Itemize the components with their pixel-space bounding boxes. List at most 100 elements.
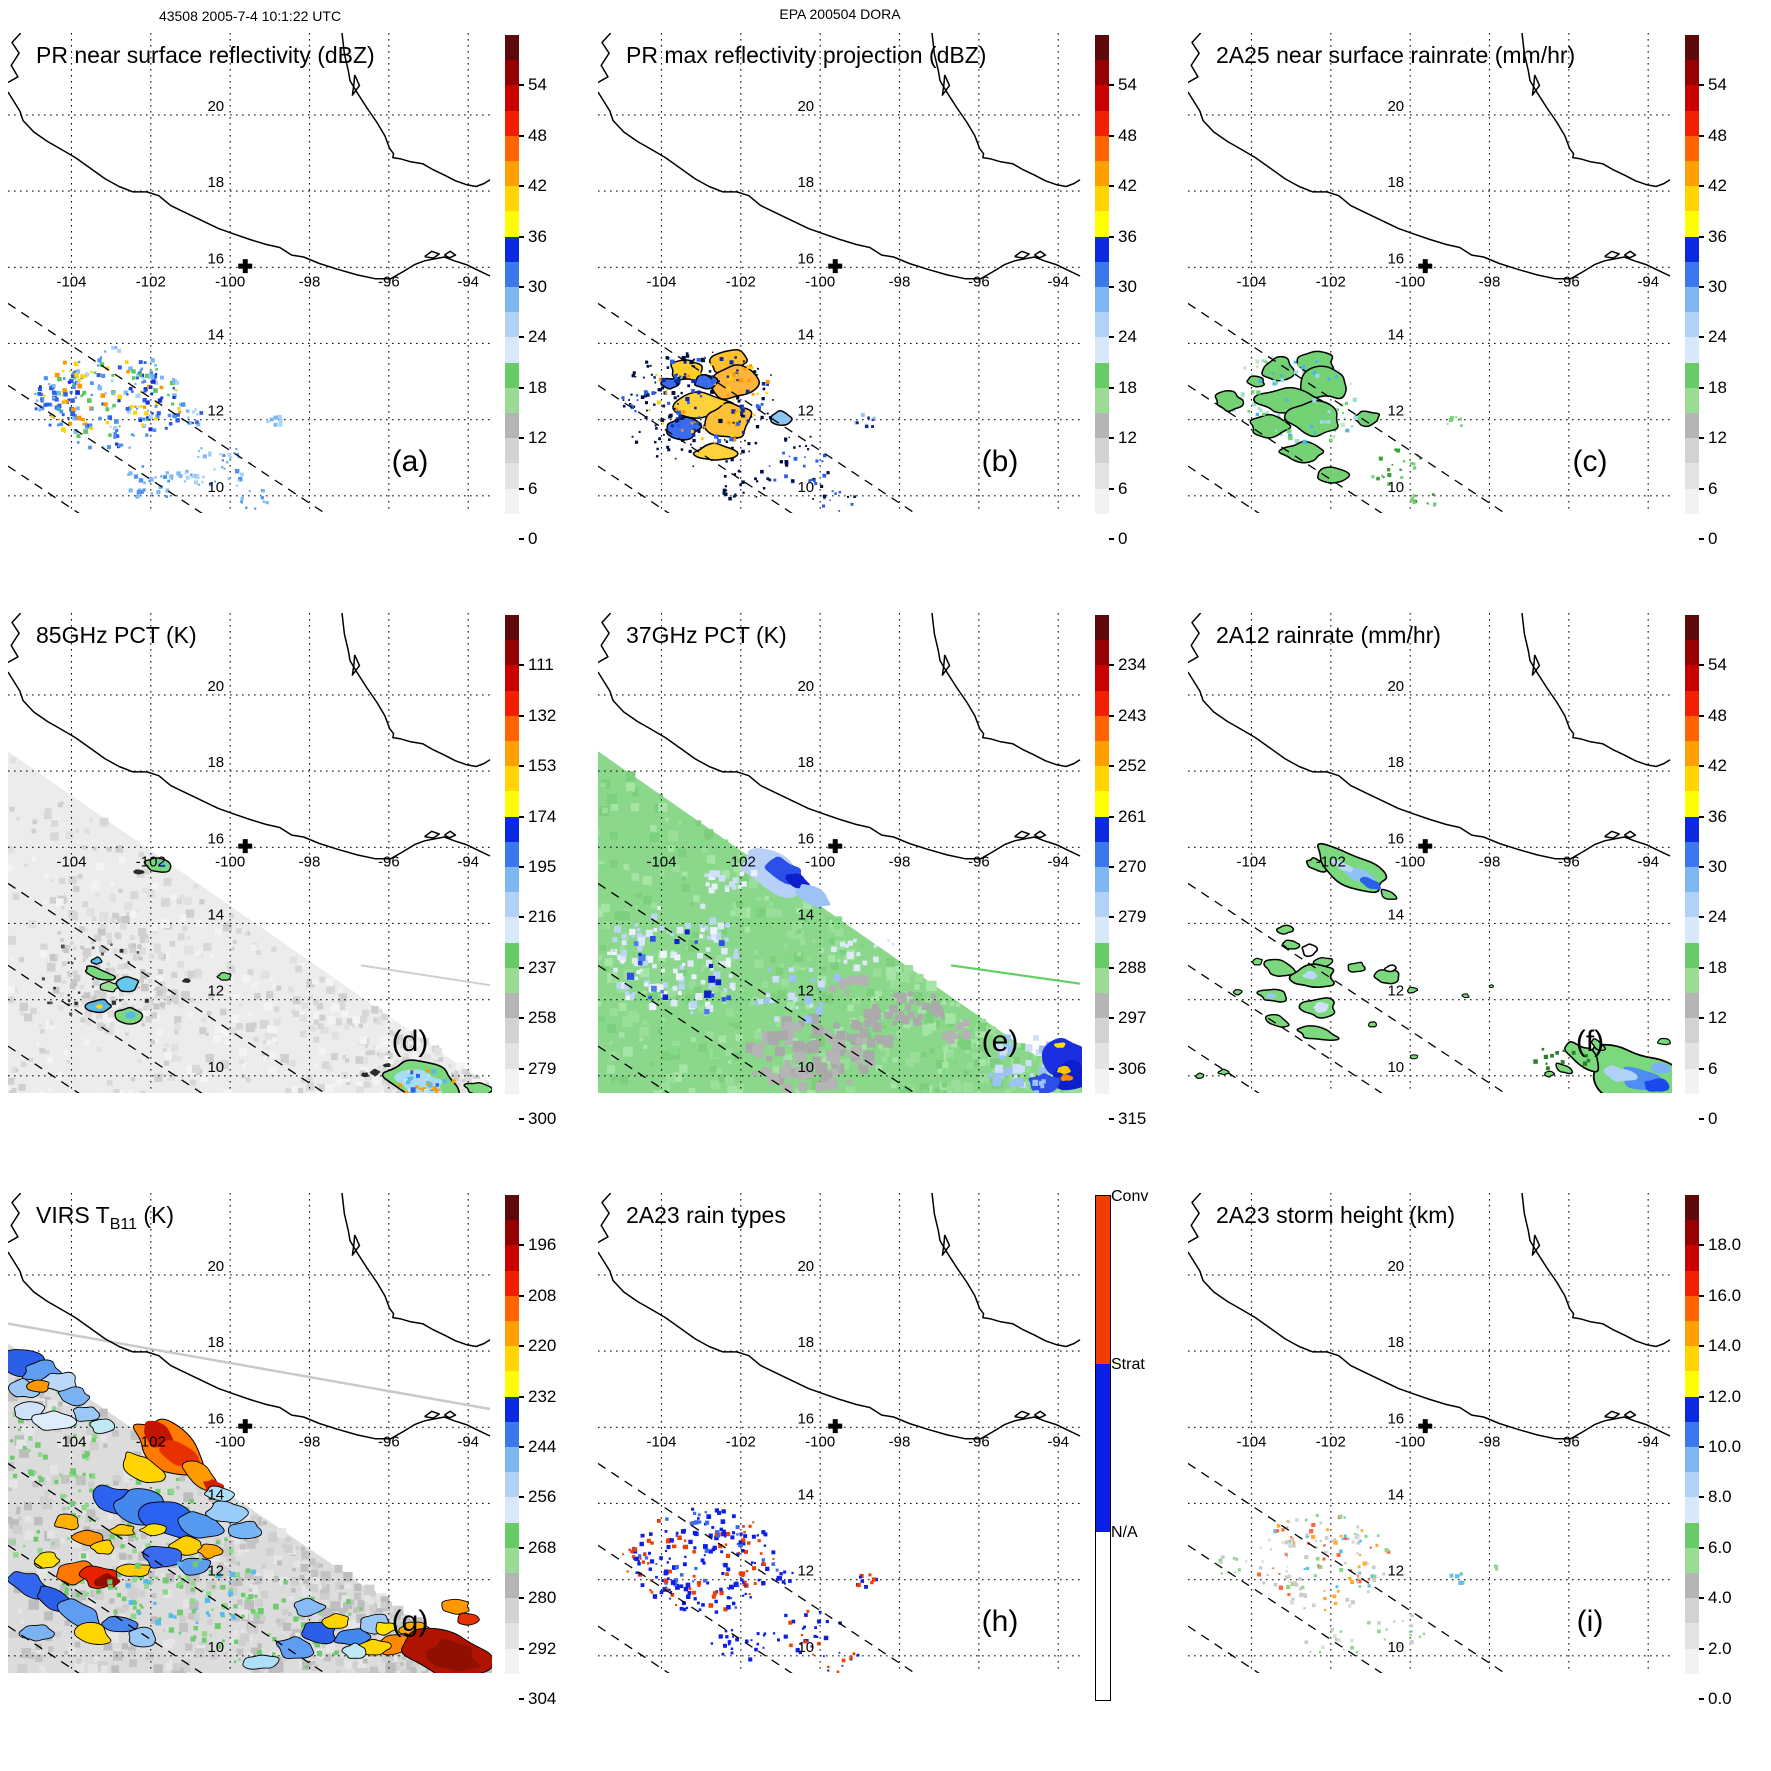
data-pixel [1272, 1567, 1275, 1570]
data-pixel [742, 414, 746, 418]
colorbar-tick-label: 6.0 [1708, 1537, 1732, 1557]
swath-noise-pixel [282, 1543, 287, 1548]
data-pixel [82, 1472, 86, 1476]
data-pixel [726, 386, 731, 391]
data-pixel [1349, 382, 1352, 385]
swath-noise-pixel [783, 943, 788, 948]
data-pixel [725, 957, 731, 963]
data-pixel [777, 1077, 785, 1085]
swath-noise-pixel [343, 1572, 353, 1582]
colorbar-tick-label: 12.0 [1708, 1386, 1742, 1406]
data-pixel [216, 1644, 222, 1649]
data-pixel [814, 1626, 817, 1629]
data-pixel [92, 978, 100, 986]
data-blob [441, 1598, 470, 1615]
data-pixel [1333, 429, 1337, 432]
swath-noise-pixel [461, 1085, 469, 1093]
data-pixel [744, 1550, 748, 1554]
colorbar-segment [505, 437, 519, 464]
swath-noise-pixel [470, 1075, 476, 1081]
lon-tick-label: -100 [1395, 273, 1425, 290]
data-pixel [692, 433, 696, 437]
swath-noise-pixel [609, 1051, 620, 1061]
colorbar-segment [1095, 311, 1109, 338]
data-pixel [72, 414, 77, 419]
swath-noise-pixel [735, 1016, 742, 1023]
data-pixel [176, 413, 180, 417]
data-pixel [84, 1591, 89, 1597]
data-pixel [718, 1634, 723, 1639]
swath-noise-pixel [129, 1659, 137, 1667]
data-pixel [736, 1552, 740, 1556]
data-blob [93, 1573, 121, 1588]
swath-noise-pixel [903, 1042, 908, 1047]
swath-noise-pixel [388, 1029, 394, 1034]
swath-noise-pixel [639, 997, 646, 1005]
colorbar-tick [1699, 1496, 1704, 1499]
data-pixel [679, 1584, 684, 1589]
data-pixel [706, 1514, 712, 1519]
data-pixel [42, 394, 46, 397]
colorbar-segment [505, 59, 519, 86]
swath-noise-pixel [253, 1036, 259, 1042]
data-pixel [67, 398, 70, 401]
swath-noise-pixel [974, 1092, 981, 1093]
data-pixel [54, 975, 62, 983]
swath-noise-pixel [379, 1036, 388, 1045]
data-pixel [703, 356, 707, 359]
swath-noise-pixel [272, 983, 277, 988]
swath-noise-pixel [104, 1529, 114, 1539]
data-pixel [756, 480, 759, 483]
lat-tick-label: 12 [1387, 403, 1404, 420]
data-pixel [685, 922, 691, 929]
data-pixel [235, 484, 239, 487]
colorbar-tick [1699, 1546, 1704, 1549]
data-pixel [273, 415, 278, 420]
data-pixel [107, 1010, 115, 1018]
data-pixel [157, 398, 163, 403]
swath-noise-pixel [12, 1524, 22, 1535]
site-marker [238, 839, 253, 854]
data-pixel [864, 424, 869, 429]
swath-noise-pixel [155, 1028, 163, 1036]
swath-noise-pixel [93, 1656, 100, 1663]
data-pixel [823, 453, 827, 458]
data-pixel [1384, 1548, 1389, 1553]
data-pixel [1411, 496, 1415, 500]
data-pixel [1362, 1561, 1367, 1566]
data-pixel [810, 478, 813, 482]
data-pixel [721, 1531, 727, 1537]
swath-noise-pixel [41, 1668, 47, 1673]
data-pixel [756, 392, 759, 395]
data-pixel [722, 491, 726, 495]
swath-noise-pixel [889, 1089, 900, 1093]
swath-noise-pixel [369, 1604, 377, 1612]
data-pixel [238, 1658, 241, 1661]
data-pixel [655, 1563, 658, 1565]
data-pixel [240, 498, 243, 502]
swath-noise-pixel [238, 1609, 248, 1620]
data-pixel [1433, 505, 1436, 507]
data-blob [1264, 1013, 1290, 1028]
data-pixel [85, 1457, 89, 1461]
swath-noise-pixel [232, 940, 237, 944]
swath-noise-pixel [138, 927, 147, 937]
data-pixel [1013, 1074, 1018, 1079]
panel-letter: (c) [1573, 445, 1608, 478]
data-pixel [634, 375, 637, 378]
data-pixel [1220, 1561, 1223, 1564]
colorbar-tick-label: 6 [528, 478, 538, 498]
data-pixel [404, 1090, 409, 1093]
colorbar-segment-na [1096, 1531, 1110, 1701]
data-pixel [740, 1578, 744, 1582]
data-pixel [67, 973, 72, 978]
swath-noise-pixel [892, 1057, 898, 1063]
swath-noise-pixel [239, 1543, 246, 1550]
colorbar-segment [505, 715, 519, 741]
swath-noise-pixel [379, 1065, 387, 1074]
data-pixel [53, 986, 56, 990]
swath-noise-pixel [250, 1647, 261, 1658]
swath-noise-pixel [109, 1598, 115, 1604]
